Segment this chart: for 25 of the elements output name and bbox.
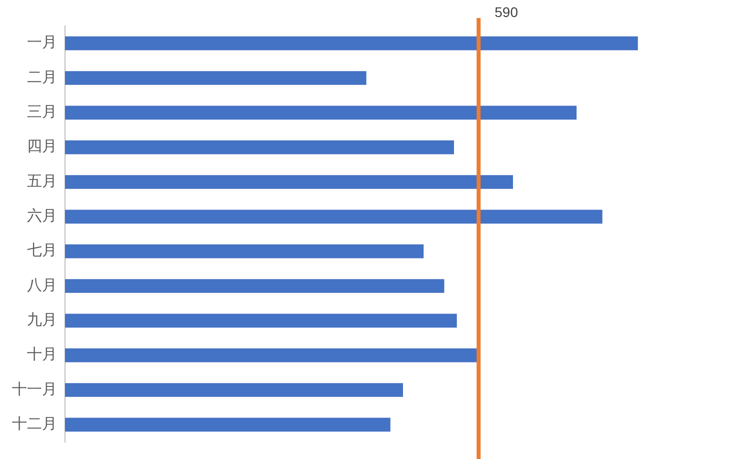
bar bbox=[65, 244, 424, 258]
y-tick-label: 十月 bbox=[27, 345, 57, 364]
bar bbox=[65, 348, 477, 362]
bar bbox=[65, 71, 366, 85]
bar bbox=[65, 210, 602, 224]
bar bbox=[65, 418, 390, 432]
y-tick-label: 一月 bbox=[27, 33, 57, 52]
bar bbox=[65, 383, 403, 397]
y-tick-label: 四月 bbox=[27, 137, 57, 156]
bar bbox=[65, 279, 444, 293]
y-tick-label: 二月 bbox=[27, 68, 57, 86]
y-tick-label: 七月 bbox=[27, 241, 57, 260]
bar bbox=[65, 36, 638, 50]
y-tick-label: 十一月 bbox=[12, 380, 57, 398]
y-tick-label: 三月 bbox=[27, 102, 57, 121]
y-tick-label: 十二月 bbox=[12, 414, 57, 433]
y-tick-label: 九月 bbox=[27, 310, 57, 329]
y-tick-label: 八月 bbox=[27, 276, 57, 294]
bar bbox=[65, 314, 457, 328]
bar bbox=[65, 106, 577, 120]
text: 590 bbox=[494, 4, 518, 20]
y-tick-label: 五月 bbox=[27, 172, 57, 190]
bar bbox=[65, 140, 454, 154]
bar bbox=[65, 175, 513, 189]
y-tick-label: 六月 bbox=[27, 206, 57, 225]
